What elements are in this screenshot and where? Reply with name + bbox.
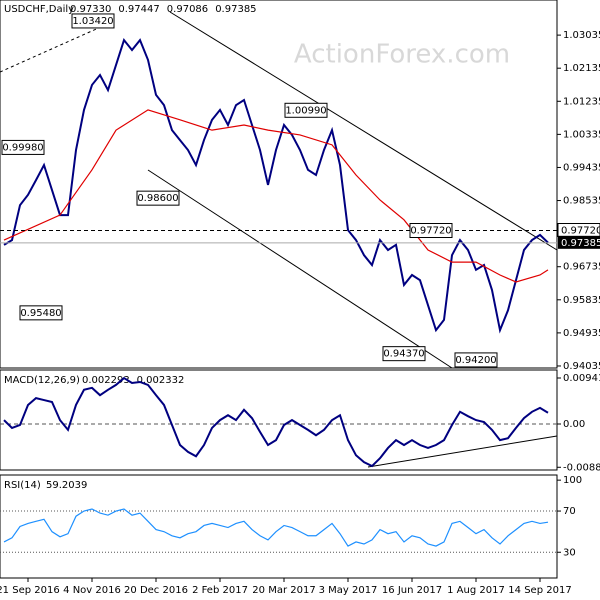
y-tick-label: 1.03035 xyxy=(563,30,600,41)
channel-line xyxy=(147,169,453,369)
y-tick-label: -0.008852 xyxy=(563,462,600,473)
annotation-label: 1.00990 xyxy=(285,105,326,116)
y-tick-label: 30 xyxy=(563,547,576,558)
y-tick-label: 0.99435 xyxy=(563,162,600,173)
annotation-label: 1.03420 xyxy=(72,16,113,27)
x-tick-label: 20 Dec 2016 xyxy=(124,585,188,596)
y-tick-label: 0.00 xyxy=(563,419,585,430)
annotation-box xyxy=(454,352,498,368)
x-tick-label: 1 Aug 2017 xyxy=(447,585,505,596)
x-tick-label: 14 Sep 2017 xyxy=(508,585,571,596)
annotation-box xyxy=(409,223,453,239)
annotation-box xyxy=(284,102,328,118)
price-panel xyxy=(0,0,558,369)
x-tick-label: 4 Nov 2016 xyxy=(63,585,121,596)
annotation-box xyxy=(382,346,426,362)
x-tick-label: 2 Feb 2017 xyxy=(192,585,248,596)
trend-line xyxy=(0,21,113,73)
readout: 0.97385 xyxy=(215,4,256,15)
rsi-panel xyxy=(0,474,558,579)
macd-panel xyxy=(0,369,558,471)
y-tick-label: 0.94935 xyxy=(563,328,600,339)
series-line xyxy=(3,37,549,334)
annotation-box xyxy=(71,13,115,29)
annotation-label: 0.97720 xyxy=(410,226,451,237)
annotation-label: 0.99980 xyxy=(2,142,43,153)
series-line xyxy=(3,376,549,468)
level-label: 0.97720 xyxy=(561,226,600,237)
y-tick-label: 0.009411 xyxy=(563,373,600,384)
series-line xyxy=(3,508,549,547)
readout: 59.2039 xyxy=(46,480,87,491)
annotation-box xyxy=(136,190,180,206)
current-label: 0.97385 xyxy=(561,238,600,249)
y-tick-label: 100 xyxy=(563,475,582,486)
series-line xyxy=(3,109,549,283)
readout: 0.002293 xyxy=(82,375,130,386)
y-tick-label: 1.00335 xyxy=(563,129,600,140)
y-tick-label: 70 xyxy=(563,506,576,517)
x-tick-label: 3 May 2017 xyxy=(319,585,378,596)
annotation-label: 0.95480 xyxy=(20,308,61,319)
annotation-box xyxy=(1,139,45,155)
rsi-title: RSI(14) xyxy=(4,480,41,491)
macd-trend-line xyxy=(367,435,558,468)
y-tick-label: 0.98535 xyxy=(563,196,600,207)
readout: 0.97086 xyxy=(167,4,208,15)
current-box xyxy=(558,235,600,249)
price-title: USDCHF,Daily xyxy=(4,4,74,15)
y-tick-label: 0.95835 xyxy=(563,295,600,306)
annotation-label: 0.94200 xyxy=(455,355,496,366)
annotation-box xyxy=(19,305,63,321)
x-tick-label: 16 Jun 2017 xyxy=(382,585,442,596)
readout: 0.002332 xyxy=(137,375,185,386)
x-tick-label: 21 Sep 2016 xyxy=(0,585,60,596)
channel-line xyxy=(169,11,558,251)
readout: 0.97447 xyxy=(118,4,159,15)
y-tick-label: 0.94035 xyxy=(563,361,600,372)
x-tick-label: 20 Mar 2017 xyxy=(252,585,315,596)
y-tick-label: 1.01235 xyxy=(563,96,600,107)
readout: 0.97330 xyxy=(70,4,111,15)
y-tick-label: 0.96735 xyxy=(563,262,600,273)
macd-title: MACD(12,26,9) xyxy=(4,375,80,386)
y-tick-label: 1.02135 xyxy=(563,63,600,74)
annotation-label: 0.94370 xyxy=(383,349,424,360)
annotation-label: 0.98600 xyxy=(137,193,178,204)
watermark: ActionForex.com xyxy=(294,40,510,70)
